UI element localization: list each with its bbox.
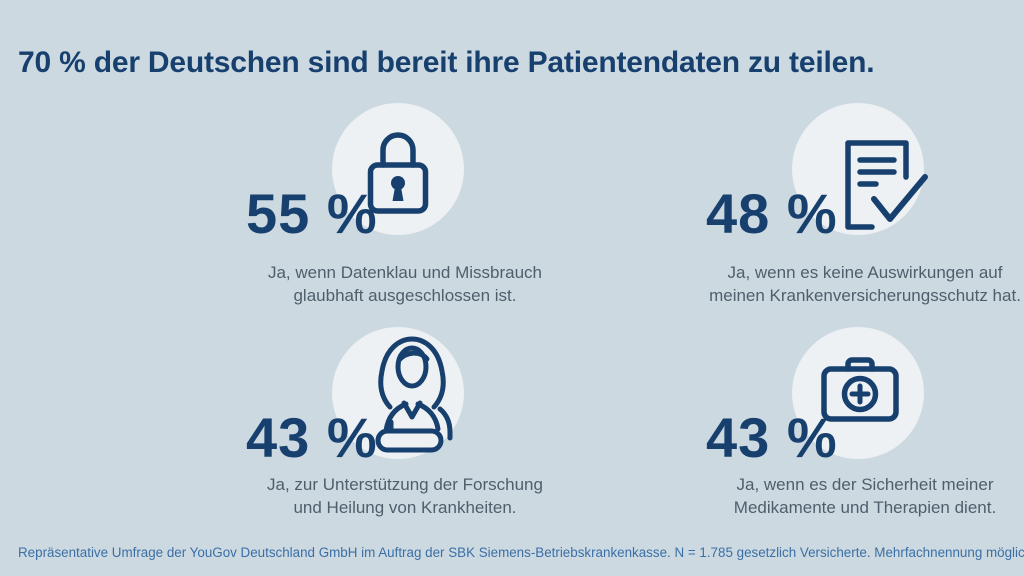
- stat-value: 48 %: [706, 182, 838, 245]
- page-title: 70 % der Deutschen sind bereit ihre Pati…: [18, 46, 875, 79]
- icon-circle: [332, 103, 464, 235]
- stat-block-versicherungsschutz: 48 % Ja, wenn es keine Auswirkungen auf …: [460, 100, 1021, 335]
- document-check-icon: [832, 133, 928, 237]
- caption-line: meinen Krankenversicherungsschutz hat.: [709, 286, 1021, 305]
- stat-caption: Ja, wenn es keine Auswirkungen auf meine…: [685, 261, 1024, 307]
- caption-line: Ja, zur Unterstützung der Forschung: [267, 475, 543, 494]
- caption-line: Ja, wenn es keine Auswirkungen auf: [727, 263, 1003, 282]
- stat-caption: Ja, wenn es der Sicherheit meiner Medika…: [685, 473, 1024, 519]
- stat-value: 43 %: [246, 406, 378, 469]
- first-aid-kit-icon: [821, 355, 899, 423]
- stat-block-forschung: 43 % Ja, zur Unterstützung der Forschung…: [0, 324, 543, 559]
- icon-circle: [792, 103, 928, 235]
- stat-caption: Ja, wenn Datenklau und Missbrauch glaubh…: [225, 261, 585, 307]
- stat-value: 43 %: [706, 406, 838, 469]
- stat-value: 55 %: [246, 182, 378, 245]
- stat-block-medikamente: 43 % Ja, wenn es der Sicherheit meiner M…: [460, 324, 996, 559]
- caption-line: und Heilung von Krankheiten.: [293, 498, 517, 517]
- stat-caption: Ja, zur Unterstützung der Forschung und …: [225, 473, 585, 519]
- caption-line: Medikamente und Therapien dient.: [733, 498, 997, 517]
- caption-line: Ja, wenn Datenklau und Missbrauch: [267, 263, 543, 282]
- source-note: Repräsentative Umfrage der YouGov Deutsc…: [18, 545, 1024, 560]
- icon-circle: [332, 327, 464, 459]
- stat-block-datenklau: 55 % Ja, wenn Datenklau und Missbrauch g…: [0, 100, 542, 335]
- woman-icon: [366, 335, 458, 453]
- lock-icon: [366, 127, 430, 217]
- caption-line: Ja, wenn es der Sicherheit meiner: [736, 475, 994, 494]
- icon-circle: [792, 327, 924, 459]
- caption-line: glaubhaft ausgeschlossen ist.: [293, 286, 517, 305]
